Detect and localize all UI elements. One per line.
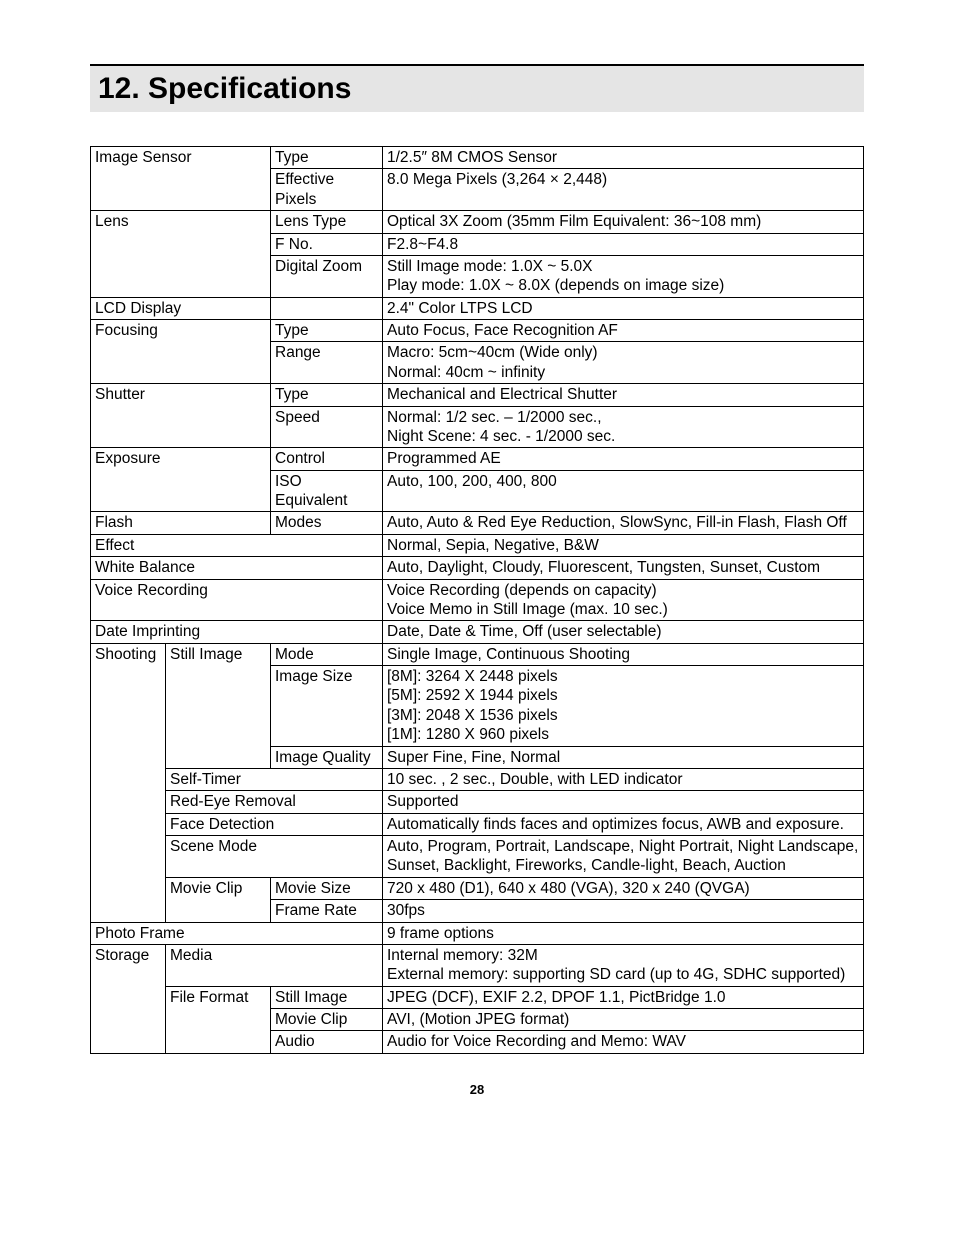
spec-sub: Self-Timer (166, 768, 383, 790)
spec-value: 2.4" Color LTPS LCD (383, 297, 864, 319)
spec-value: Automatically finds faces and optimizes … (383, 813, 864, 835)
spec-category: LCD Display (91, 297, 271, 319)
spec-value: Supported (383, 791, 864, 813)
spec-sub: File Format (166, 986, 271, 1053)
spec-sub: Still Image (166, 643, 271, 768)
spec-sub: ISO Equivalent (271, 470, 383, 512)
spec-sub: Effective Pixels (271, 169, 383, 211)
spec-value: Single Image, Continuous Shooting (383, 643, 864, 665)
spec-category: White Balance (91, 557, 383, 579)
spec-value: 10 sec. , 2 sec., Double, with LED indic… (383, 768, 864, 790)
spec-sub: Scene Mode (166, 836, 383, 878)
spec-category: Voice Recording (91, 579, 383, 621)
spec-value: Macro: 5cm~40cm (Wide only)Normal: 40cm … (383, 342, 864, 384)
spec-sub: Type (271, 147, 383, 169)
spec-category: Photo Frame (91, 922, 383, 944)
spec-value: [8M]: 3264 X 2448 pixels[5M]: 2592 X 194… (383, 666, 864, 747)
spec-category: Exposure (91, 448, 271, 512)
spec-value: 9 frame options (383, 922, 864, 944)
spec-sub: Modes (271, 512, 383, 534)
spec-value: Auto, Daylight, Cloudy, Fluorescent, Tun… (383, 557, 864, 579)
spec-value: Optical 3X Zoom (35mm Film Equivalent: 3… (383, 211, 864, 233)
spec-category: Image Sensor (91, 147, 271, 211)
spec-value: 30fps (383, 900, 864, 922)
spec-value: JPEG (DCF), EXIF 2.2, DPOF 1.1, PictBrid… (383, 986, 864, 1008)
spec-value: Auto, Auto & Red Eye Reduction, SlowSync… (383, 512, 864, 534)
spec-value: AVI, (Motion JPEG format) (383, 1009, 864, 1031)
spec-category: Shutter (91, 384, 271, 448)
spec-sub: Red-Eye Removal (166, 791, 383, 813)
spec-sub: Face Detection (166, 813, 383, 835)
spec-sub: Movie Size (271, 877, 383, 899)
spec-value: 720 x 480 (D1), 640 x 480 (VGA), 320 x 2… (383, 877, 864, 899)
spec-sub: Lens Type (271, 211, 383, 233)
spec-sub: Media (166, 944, 383, 986)
spec-value: Super Fine, Fine, Normal (383, 746, 864, 768)
spec-category: Storage (91, 944, 166, 1053)
spec-category: Shooting (91, 643, 166, 922)
spec-sub: Movie Clip (166, 877, 271, 922)
spec-sub: Speed (271, 406, 383, 448)
spec-value: 1/2.5″ 8M CMOS Sensor (383, 147, 864, 169)
spec-value: Auto, 100, 200, 400, 800 (383, 470, 864, 512)
spec-sub: Control (271, 448, 383, 470)
spec-value: Mechanical and Electrical Shutter (383, 384, 864, 406)
spec-value: Date, Date & Time, Off (user selectable) (383, 621, 864, 643)
spec-sub: Audio (271, 1031, 383, 1053)
spec-sub: Still Image (271, 986, 383, 1008)
spec-sub: Type (271, 384, 383, 406)
section-heading: 12. Specifications (90, 64, 864, 112)
spec-value: Still Image mode: 1.0X ~ 5.0XPlay mode: … (383, 255, 864, 297)
spec-sub: Image Size (271, 666, 383, 747)
spec-value: 8.0 Mega Pixels (3,264 × 2,448) (383, 169, 864, 211)
spec-sub: F No. (271, 233, 383, 255)
spec-value: Auto Focus, Face Recognition AF (383, 320, 864, 342)
page-number: 28 (90, 1082, 864, 1097)
spec-sub: Image Quality (271, 746, 383, 768)
spec-value: Normal, Sepia, Negative, B&W (383, 534, 864, 556)
spec-value: F2.8~F4.8 (383, 233, 864, 255)
spec-sub: Digital Zoom (271, 255, 383, 297)
spec-sub (271, 297, 383, 319)
spec-category: Effect (91, 534, 383, 556)
heading-text: 12. Specifications (98, 72, 858, 106)
spec-value: Voice Recording (depends on capacity)Voi… (383, 579, 864, 621)
spec-sub: Type (271, 320, 383, 342)
spec-value: Programmed AE (383, 448, 864, 470)
spec-category: Date Imprinting (91, 621, 383, 643)
spec-category: Flash (91, 512, 271, 534)
spec-value: Audio for Voice Recording and Memo: WAV (383, 1031, 864, 1053)
spec-sub: Range (271, 342, 383, 384)
spec-sub: Movie Clip (271, 1009, 383, 1031)
spec-sub: Mode (271, 643, 383, 665)
spec-value: Internal memory: 32MExternal memory: sup… (383, 944, 864, 986)
specifications-table: Image Sensor Type 1/2.5″ 8M CMOS Sensor … (90, 146, 864, 1054)
spec-category: Focusing (91, 320, 271, 384)
spec-value: Normal: 1/2 sec. – 1/2000 sec.,Night Sce… (383, 406, 864, 448)
spec-sub: Frame Rate (271, 900, 383, 922)
spec-category: Lens (91, 211, 271, 298)
spec-value: Auto, Program, Portrait, Landscape, Nigh… (383, 836, 864, 878)
